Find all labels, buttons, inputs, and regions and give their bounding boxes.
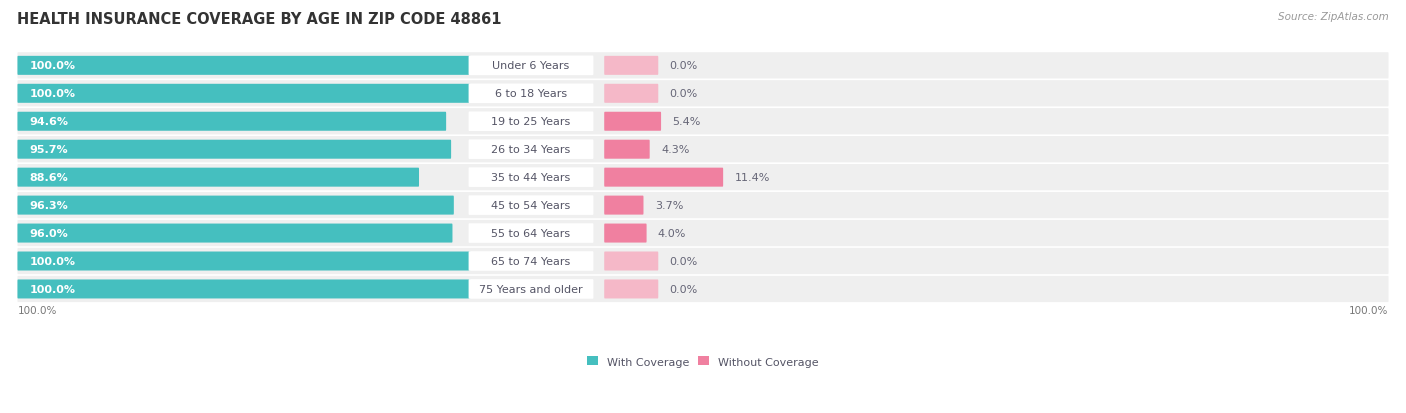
FancyBboxPatch shape bbox=[17, 196, 454, 215]
Text: 95.7%: 95.7% bbox=[30, 145, 69, 155]
Text: 100.0%: 100.0% bbox=[30, 89, 76, 99]
FancyBboxPatch shape bbox=[17, 221, 1389, 247]
Text: 88.6%: 88.6% bbox=[30, 173, 69, 183]
FancyBboxPatch shape bbox=[17, 112, 446, 131]
FancyBboxPatch shape bbox=[17, 276, 1389, 302]
Text: 0.0%: 0.0% bbox=[669, 89, 697, 99]
FancyBboxPatch shape bbox=[17, 168, 419, 187]
Text: 35 to 44 Years: 35 to 44 Years bbox=[491, 173, 571, 183]
Text: HEALTH INSURANCE COVERAGE BY AGE IN ZIP CODE 48861: HEALTH INSURANCE COVERAGE BY AGE IN ZIP … bbox=[17, 12, 502, 27]
FancyBboxPatch shape bbox=[468, 168, 593, 188]
Text: Under 6 Years: Under 6 Years bbox=[492, 61, 569, 71]
Text: 100.0%: 100.0% bbox=[30, 61, 76, 71]
FancyBboxPatch shape bbox=[468, 252, 593, 271]
Text: 75 Years and older: 75 Years and older bbox=[479, 284, 583, 294]
FancyBboxPatch shape bbox=[605, 140, 650, 159]
FancyBboxPatch shape bbox=[17, 280, 471, 299]
Text: 4.3%: 4.3% bbox=[661, 145, 689, 155]
FancyBboxPatch shape bbox=[17, 140, 451, 159]
Text: 0.0%: 0.0% bbox=[669, 284, 697, 294]
Text: 55 to 64 Years: 55 to 64 Years bbox=[492, 228, 571, 238]
FancyBboxPatch shape bbox=[17, 85, 471, 104]
FancyBboxPatch shape bbox=[605, 85, 658, 104]
Text: 0.0%: 0.0% bbox=[669, 61, 697, 71]
Text: 96.3%: 96.3% bbox=[30, 201, 69, 211]
FancyBboxPatch shape bbox=[605, 112, 661, 131]
FancyBboxPatch shape bbox=[17, 53, 1389, 79]
FancyBboxPatch shape bbox=[17, 57, 471, 76]
Text: 100.0%: 100.0% bbox=[18, 305, 58, 315]
Text: 94.6%: 94.6% bbox=[30, 117, 69, 127]
Text: 3.7%: 3.7% bbox=[655, 201, 683, 211]
FancyBboxPatch shape bbox=[468, 84, 593, 104]
Text: 4.0%: 4.0% bbox=[658, 228, 686, 238]
FancyBboxPatch shape bbox=[605, 252, 658, 271]
Text: 19 to 25 Years: 19 to 25 Years bbox=[491, 117, 571, 127]
FancyBboxPatch shape bbox=[605, 224, 647, 243]
Text: 5.4%: 5.4% bbox=[672, 117, 700, 127]
FancyBboxPatch shape bbox=[17, 192, 1389, 219]
FancyBboxPatch shape bbox=[17, 165, 1389, 191]
FancyBboxPatch shape bbox=[468, 196, 593, 215]
FancyBboxPatch shape bbox=[468, 280, 593, 299]
Text: 100.0%: 100.0% bbox=[30, 284, 76, 294]
Text: 45 to 54 Years: 45 to 54 Years bbox=[491, 201, 571, 211]
Text: 6 to 18 Years: 6 to 18 Years bbox=[495, 89, 567, 99]
Legend: With Coverage, Without Coverage: With Coverage, Without Coverage bbox=[588, 356, 818, 367]
FancyBboxPatch shape bbox=[468, 224, 593, 243]
Text: 100.0%: 100.0% bbox=[30, 256, 76, 266]
Text: 11.4%: 11.4% bbox=[734, 173, 770, 183]
Text: 96.0%: 96.0% bbox=[30, 228, 69, 238]
Text: 65 to 74 Years: 65 to 74 Years bbox=[491, 256, 571, 266]
FancyBboxPatch shape bbox=[605, 196, 644, 215]
Text: 26 to 34 Years: 26 to 34 Years bbox=[491, 145, 571, 155]
Text: 0.0%: 0.0% bbox=[669, 256, 697, 266]
FancyBboxPatch shape bbox=[17, 252, 471, 271]
FancyBboxPatch shape bbox=[468, 112, 593, 132]
FancyBboxPatch shape bbox=[17, 224, 453, 243]
FancyBboxPatch shape bbox=[468, 140, 593, 159]
FancyBboxPatch shape bbox=[17, 248, 1389, 275]
FancyBboxPatch shape bbox=[605, 168, 723, 187]
FancyBboxPatch shape bbox=[605, 280, 658, 299]
FancyBboxPatch shape bbox=[605, 57, 658, 76]
FancyBboxPatch shape bbox=[17, 81, 1389, 107]
FancyBboxPatch shape bbox=[17, 109, 1389, 135]
Text: 100.0%: 100.0% bbox=[1348, 305, 1388, 315]
Text: Source: ZipAtlas.com: Source: ZipAtlas.com bbox=[1278, 12, 1389, 22]
FancyBboxPatch shape bbox=[17, 137, 1389, 163]
FancyBboxPatch shape bbox=[468, 57, 593, 76]
